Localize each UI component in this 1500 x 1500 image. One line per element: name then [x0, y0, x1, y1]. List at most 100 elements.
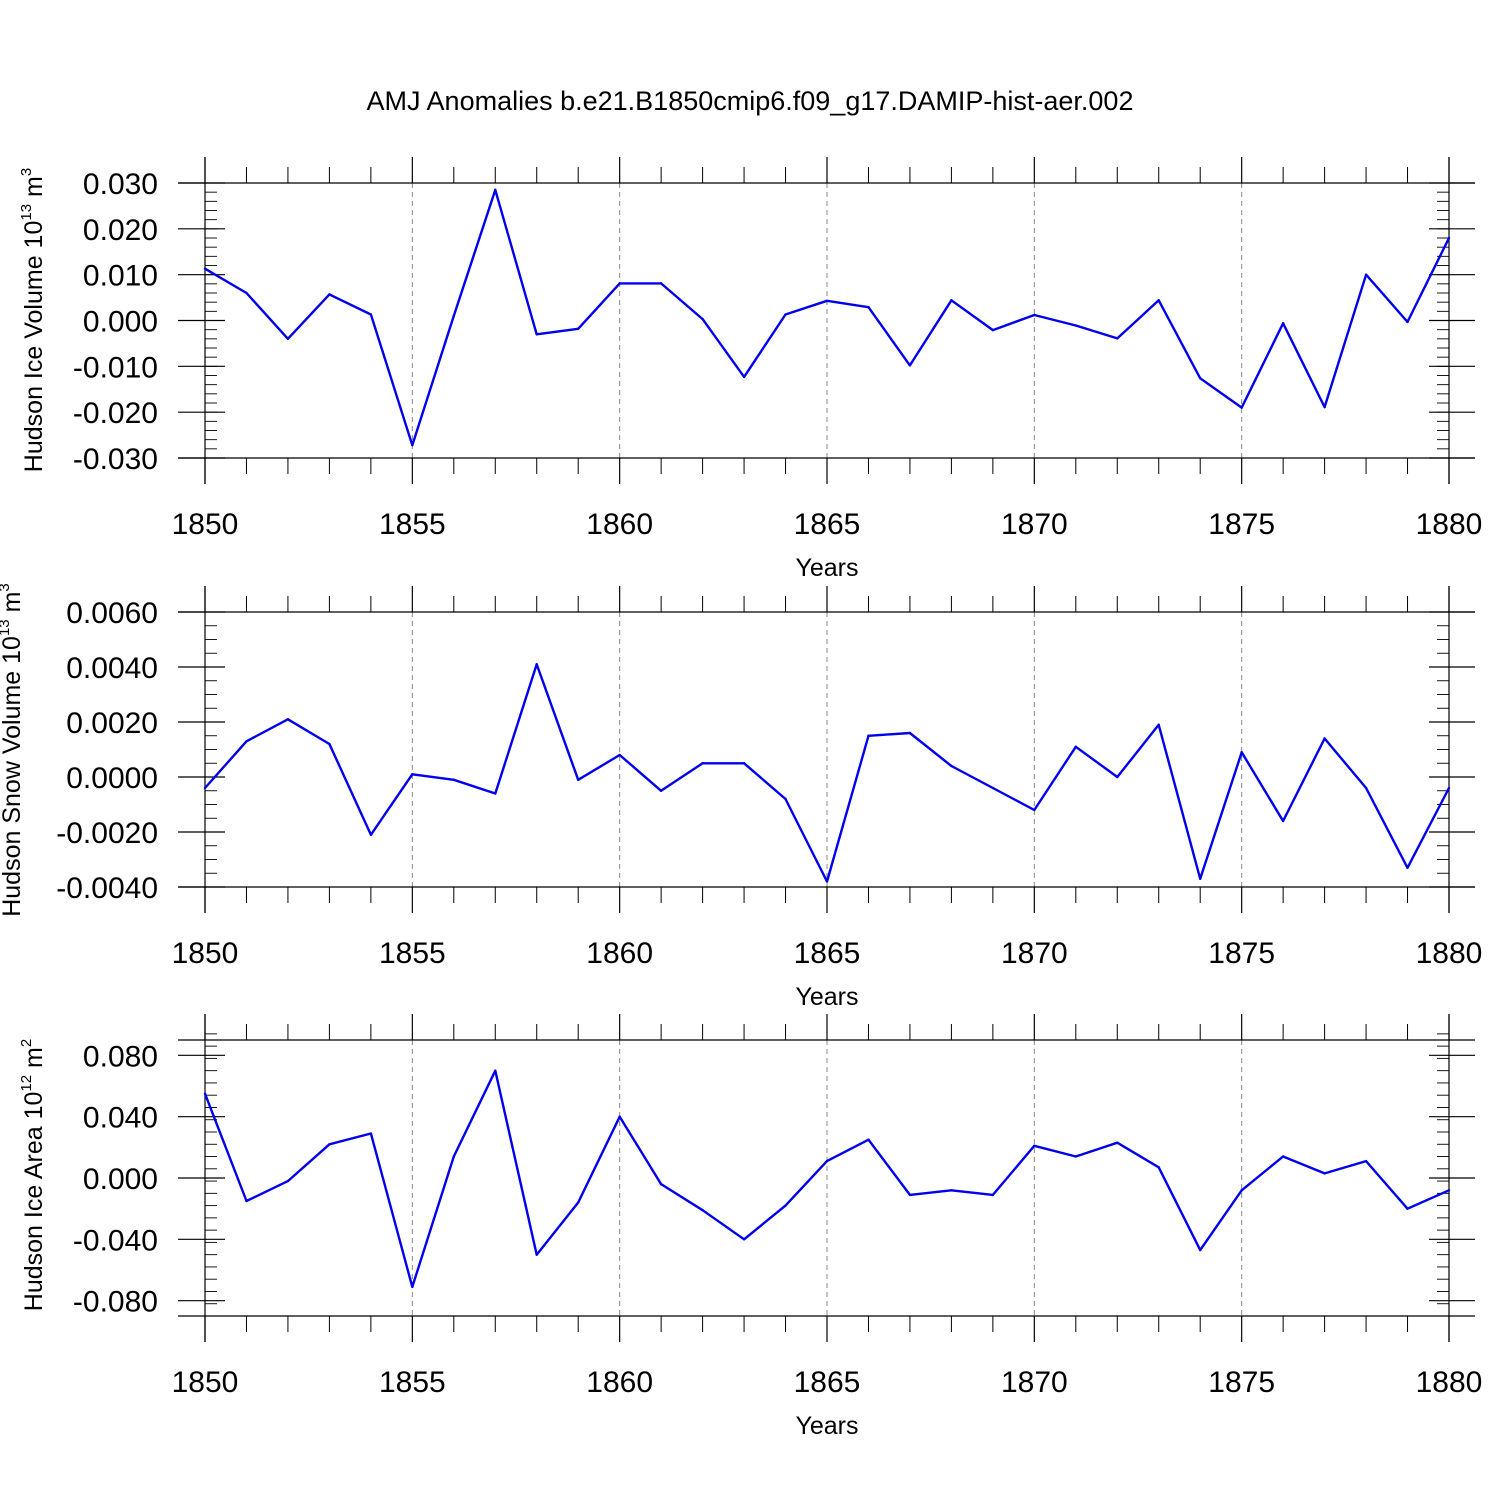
- y-tick-label: -0.080: [73, 1286, 158, 1319]
- chart-panel-2: 0.0060 0.0040 0.0020 0.0000 -0.0020 -0.0040 18…: [0, 583, 1482, 1011]
- y-tick-label: 0.0060: [66, 597, 158, 630]
- x-tick-label: 1860: [586, 1366, 653, 1399]
- data-point: [1074, 324, 1078, 327]
- data-point: [245, 291, 248, 295]
- data-point: [1157, 1166, 1160, 1169]
- y-tick-label: 0.0040: [66, 652, 158, 685]
- data-point: [991, 1193, 995, 1197]
- data-point: [328, 1143, 331, 1146]
- y-axis-label-prefix: Hudson Snow Volume 10: [0, 636, 26, 917]
- data-point: [1323, 737, 1326, 740]
- y-tick-label: 0.000: [83, 306, 158, 339]
- data-point: [411, 1285, 414, 1289]
- x-tick-label: 1865: [794, 1366, 861, 1399]
- data-point: [784, 313, 787, 316]
- data-point: [1323, 1172, 1326, 1175]
- data-point: [908, 364, 912, 367]
- data-point: [1033, 313, 1036, 317]
- x-tick-label: 1870: [1001, 1366, 1068, 1399]
- y-axis-label-prefix: Hudson Ice Volume 10: [20, 221, 48, 473]
- data-point: [1157, 723, 1160, 726]
- data-point: [1199, 877, 1202, 880]
- y-tick-label: 0.000: [83, 1163, 158, 1196]
- data-point: [494, 1069, 497, 1072]
- data-point: [908, 1193, 912, 1197]
- data-point: [1406, 866, 1409, 869]
- data-point: [286, 1179, 290, 1183]
- data-point: [1074, 1155, 1078, 1158]
- x-tick-label: 1875: [1208, 937, 1275, 970]
- data-point: [369, 833, 373, 836]
- y-axis-label-exp: 13: [18, 204, 35, 221]
- data-point: [1033, 1144, 1036, 1148]
- data-point: [577, 1201, 580, 1204]
- data-point: [328, 293, 331, 296]
- data-point: [950, 299, 953, 302]
- data-point: [535, 333, 538, 336]
- x-tick-label: 1870: [1001, 937, 1068, 970]
- data-point: [991, 786, 995, 790]
- data-point: [1281, 322, 1285, 325]
- data-point: [411, 443, 414, 447]
- x-tick-label: 1875: [1208, 1366, 1275, 1399]
- data-point: [452, 314, 455, 318]
- data-point: [701, 1209, 704, 1212]
- data-point: [991, 328, 995, 332]
- y-tick-label: -0.020: [73, 397, 158, 430]
- y-axis-label-exp: 13: [0, 619, 13, 636]
- data-point: [659, 282, 663, 285]
- x-tick-label: 1855: [379, 1366, 446, 1399]
- data-point: [1074, 745, 1078, 748]
- x-tick-label: 1870: [1001, 508, 1068, 541]
- x-axis-label: Years: [795, 1412, 858, 1440]
- data-point: [1281, 1155, 1285, 1158]
- x-tick-label: 1860: [586, 937, 653, 970]
- data-point: [577, 778, 580, 781]
- data-point: [203, 786, 207, 790]
- data-point: [1240, 406, 1243, 409]
- data-point: [950, 764, 953, 768]
- data-point: [784, 797, 787, 801]
- x-axis-label: Years: [795, 554, 858, 582]
- y-tick-label: 0.0000: [66, 762, 158, 795]
- x-tick-label: 1865: [794, 937, 861, 970]
- figure-title: AMJ Anomalies b.e21.B1850cmip6.f09_g17.D…: [367, 86, 1134, 116]
- chart-panel-1: 0.030 0.020 0.010 0.000 -0.010 -0.020 -0.030 18…: [18, 157, 1482, 582]
- y-tick-label: -0.0040: [56, 872, 158, 905]
- x-tick-label: 1855: [379, 937, 446, 970]
- data-point: [1240, 1189, 1243, 1192]
- y-tick-label: -0.030: [73, 443, 158, 476]
- data-point: [286, 337, 290, 341]
- data-point: [1447, 1189, 1451, 1192]
- data-point: [1199, 1248, 1202, 1252]
- data-point: [535, 663, 538, 666]
- data-point: [494, 792, 497, 795]
- data-point: [1240, 751, 1243, 754]
- data-point: [245, 1199, 248, 1203]
- data-point: [1116, 337, 1119, 340]
- data-point: [1116, 775, 1119, 779]
- data-point: [1364, 786, 1368, 790]
- data-point: [618, 282, 621, 285]
- data-point: [618, 753, 621, 757]
- y-tick-label: -0.040: [73, 1224, 158, 1257]
- data-point: [369, 313, 373, 316]
- data-point: [784, 1204, 787, 1207]
- data-point: [867, 306, 870, 309]
- data-point: [1033, 808, 1036, 812]
- data-point: [659, 1182, 663, 1186]
- data-point: [825, 880, 829, 883]
- y-axis-label: Hudson Ice Volume 1013 m3: [18, 168, 48, 472]
- y-axis-label-exp: 12: [18, 1075, 35, 1092]
- y-tick-label: 0.080: [83, 1040, 158, 1073]
- data-point: [535, 1253, 538, 1256]
- data-point: [203, 267, 207, 270]
- data-point: [867, 1138, 870, 1141]
- data-point: [742, 1238, 746, 1241]
- data-point: [742, 762, 746, 765]
- data-point: [825, 299, 829, 302]
- y-axis-label-unit-exp: 3: [0, 583, 13, 591]
- data-point: [1447, 786, 1451, 790]
- data-point: [950, 1189, 953, 1192]
